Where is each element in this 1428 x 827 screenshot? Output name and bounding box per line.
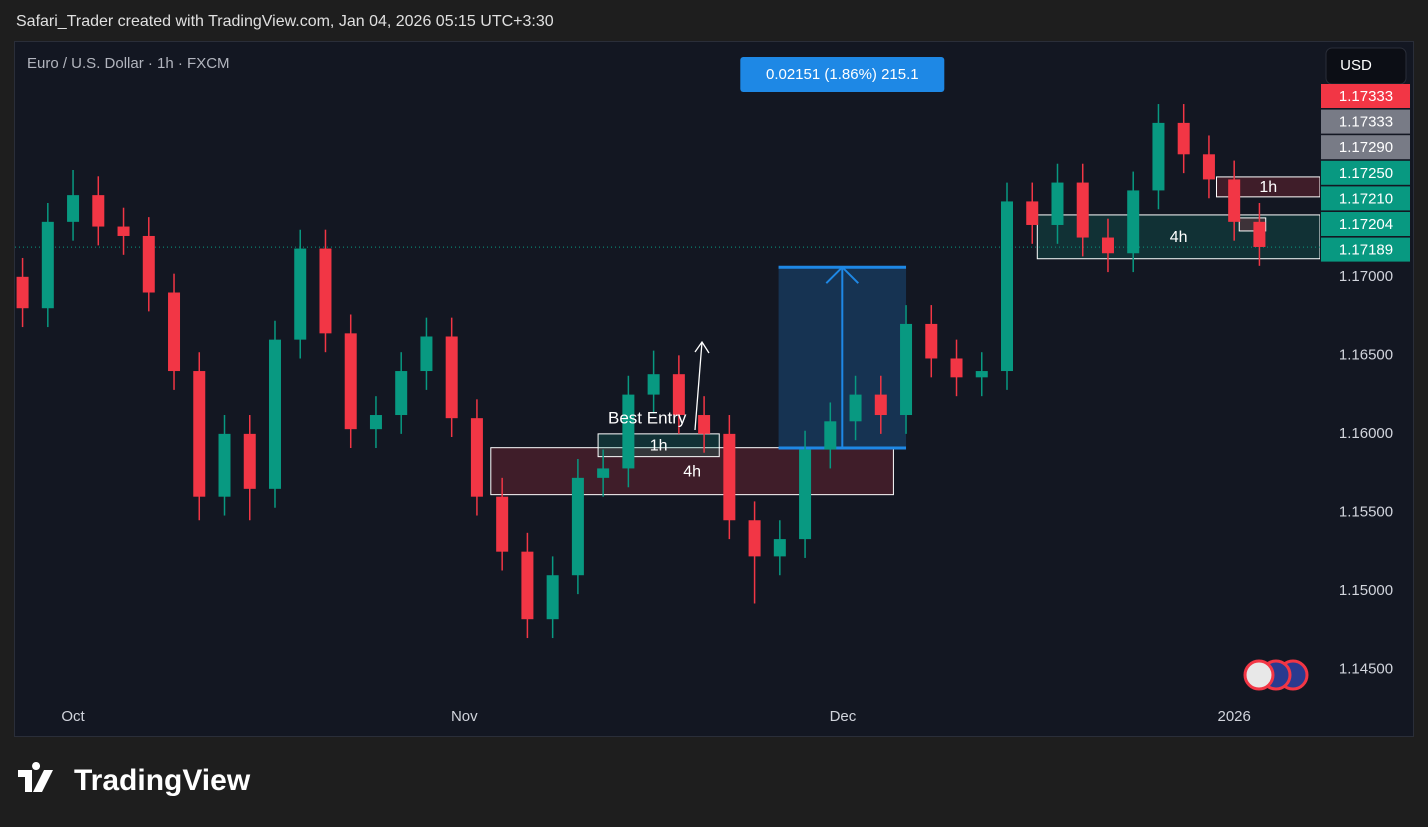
price-tag-label: 1.17189 <box>1339 242 1393 259</box>
candle-body <box>647 374 660 395</box>
candle-body <box>67 195 80 222</box>
x-tick-label: Oct <box>61 708 85 725</box>
zone-label: 1h <box>650 437 668 454</box>
candle-body <box>1051 182 1064 225</box>
zone <box>1216 176 1320 198</box>
logo-mark <box>18 762 53 792</box>
currency-label: USD <box>1340 57 1372 74</box>
candle-body <box>521 551 534 620</box>
y-tick-label: 1.16500 <box>1339 346 1393 363</box>
price-tag-label: 1.17333 <box>1339 88 1393 105</box>
price-tag <box>1321 186 1410 211</box>
price-tag-label: 1.17210 <box>1339 190 1393 207</box>
credit: Safari_Trader created with TradingView.c… <box>16 13 554 30</box>
price-tag-label: 1.17204 <box>1339 216 1393 233</box>
y-tick-label: 1.16000 <box>1339 425 1393 442</box>
candle-body <box>268 339 281 489</box>
price-axis: 1.14500 1.15000 1.15500 1.16000 1.16500 1.170… <box>1321 84 1410 677</box>
price-tag <box>1321 109 1410 134</box>
y-tick-label: 1.14500 <box>1339 660 1393 677</box>
candle-body <box>344 333 357 430</box>
candle-body <box>41 221 54 309</box>
price-tag <box>1321 135 1410 160</box>
chart-frame <box>14 41 1414 737</box>
candle-body <box>546 575 559 620</box>
candle-body <box>168 292 181 372</box>
price-tag <box>1321 160 1410 185</box>
plot: 4h 1h 4h 1h <box>15 104 1320 639</box>
candle-body <box>799 449 812 540</box>
candle-body <box>622 394 635 469</box>
y-tick-label: 1.15500 <box>1339 503 1393 520</box>
brand: TradingView <box>74 764 251 797</box>
price-tag <box>1321 84 1410 108</box>
candle-body <box>723 433 736 521</box>
zone <box>490 447 894 496</box>
candle-body <box>445 336 458 419</box>
x-tick-label: Dec <box>830 708 857 725</box>
candle-body <box>1001 201 1014 372</box>
candle-body <box>496 496 509 552</box>
candle-body <box>1228 179 1241 222</box>
candle-body <box>1127 190 1140 254</box>
flags <box>1243 659 1309 691</box>
candle-body <box>1101 237 1114 254</box>
candle-body <box>16 276 29 309</box>
candle-body <box>1026 201 1039 225</box>
candle-body <box>218 433 231 497</box>
price-tag-label: 1.17333 <box>1339 114 1393 131</box>
candle-body <box>1076 182 1089 238</box>
candle-body <box>294 248 307 340</box>
candle-body <box>672 374 685 416</box>
measure-label-box <box>740 57 945 92</box>
candle-body <box>420 336 433 372</box>
measure-label: 0.02151 (1.86%) 215.1 <box>766 66 919 83</box>
candle-body <box>319 248 332 334</box>
candle-body <box>470 418 483 497</box>
candle-body <box>824 421 837 450</box>
candle-body <box>92 195 105 227</box>
x-tick-label: 2026 <box>1217 708 1250 725</box>
candle-body <box>193 371 206 497</box>
candle-body <box>1152 122 1165 191</box>
candle-body <box>142 235 155 293</box>
candle-body <box>698 415 711 434</box>
y-tick-label: 1.17000 <box>1339 268 1393 285</box>
candle-body <box>773 539 786 557</box>
price-tag <box>1321 212 1410 236</box>
price-tag <box>1321 237 1410 262</box>
x-tick-label: Nov <box>451 708 478 725</box>
annotation: Best Entry <box>608 408 687 427</box>
zone-label: 4h <box>683 463 701 480</box>
candle-body <box>571 477 584 576</box>
candle-body <box>849 394 862 422</box>
candle-body <box>950 358 963 378</box>
price-tag-label: 1.17250 <box>1339 165 1393 182</box>
candle-body <box>900 323 913 416</box>
candle-body <box>1202 154 1215 180</box>
candle-body <box>117 226 130 236</box>
y-tick-label: 1.15000 <box>1339 582 1393 599</box>
measure-arrowhead <box>825 265 860 284</box>
candle-body <box>1177 122 1190 155</box>
symbol-title: Euro / U.S. Dollar · 1h · FXCM <box>27 55 230 72</box>
logo: TradingView <box>18 762 251 797</box>
candle-body <box>748 520 761 557</box>
candle-body <box>369 415 382 430</box>
candle-body <box>874 394 887 416</box>
annotation-arrow <box>694 340 710 431</box>
candle-body <box>975 371 988 378</box>
candle-body <box>925 323 938 359</box>
candle-body <box>395 371 408 416</box>
us-flag[interactable] <box>1243 659 1275 691</box>
price-tag-label: 1.17290 <box>1339 139 1393 156</box>
zone-label: 1h <box>1259 179 1277 196</box>
candle-body <box>1253 221 1266 247</box>
zone-label: 4h <box>1170 229 1188 246</box>
candle-body <box>243 433 256 489</box>
candle-body <box>597 468 610 478</box>
